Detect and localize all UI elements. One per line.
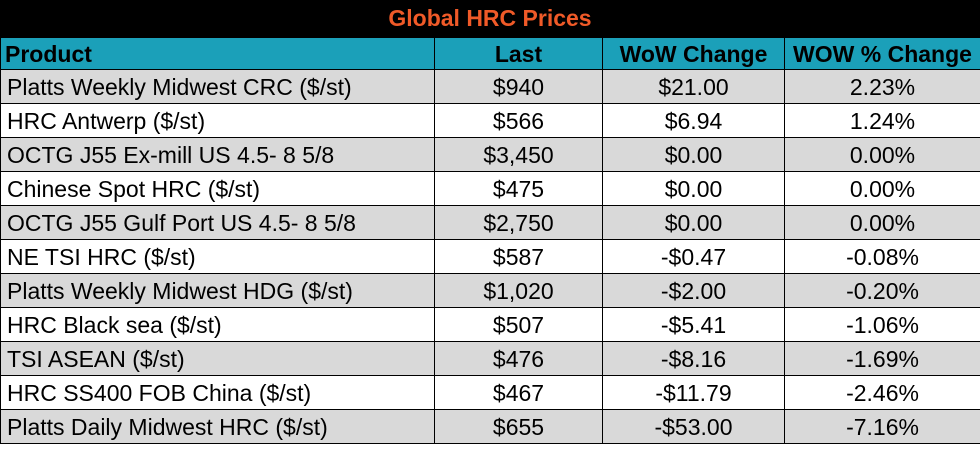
cell-wow-change: $0.00 [602,137,785,172]
table-row: HRC Black sea ($/st) $507 -$5.41 -1.06% [0,307,980,342]
cell-wow-pct-change: -0.08% [784,239,980,274]
cell-wow-change: $0.00 [602,205,785,240]
cell-product: OCTG J55 Ex-mill US 4.5- 8 5/8 [0,137,435,172]
cell-product: HRC Antwerp ($/st) [0,103,435,138]
cell-product: HRC Black sea ($/st) [0,307,435,342]
cell-wow-pct-change: 0.00% [784,171,980,206]
table-row: Chinese Spot HRC ($/st) $475 $0.00 0.00% [0,171,980,206]
cell-last: $566 [434,103,603,138]
cell-last: $1,020 [434,273,603,308]
cell-wow-change: $6.94 [602,103,785,138]
cell-wow-change: $0.00 [602,171,785,206]
cell-last: $587 [434,239,603,274]
cell-wow-change: -$8.16 [602,341,785,376]
cell-last: $475 [434,171,603,206]
table-row: Platts Weekly Midwest HDG ($/st) $1,020 -$… [0,273,980,308]
cell-wow-pct-change: -1.06% [784,307,980,342]
cell-product: Platts Daily Midwest HRC ($/st) [0,409,435,444]
cell-wow-pct-change: -1.69% [784,341,980,376]
cell-wow-change: $21.00 [602,69,785,104]
cell-last: $655 [434,409,603,444]
cell-wow-pct-change: 0.00% [784,137,980,172]
table-row: Platts Weekly Midwest CRC ($/st) $940 $21.… [0,69,980,104]
cell-wow-change: -$11.79 [602,375,785,410]
column-header-product: Product [0,37,435,70]
cell-last: $2,750 [434,205,603,240]
cell-product: HRC SS400 FOB China ($/st) [0,375,435,410]
table-row: HRC SS400 FOB China ($/st) $467 -$11.79 -2.… [0,375,980,410]
cell-product: NE TSI HRC ($/st) [0,239,435,274]
cell-product: Platts Weekly Midwest HDG ($/st) [0,273,435,308]
column-header-wow-change: WoW Change [602,37,785,70]
table-row: TSI ASEAN ($/st) $476 -$8.16 -1.69% [0,341,980,376]
cell-wow-change: -$2.00 [602,273,785,308]
cell-wow-change: -$53.00 [602,409,785,444]
table-row: OCTG J55 Gulf Port US 4.5- 8 5/8 $2,750 $0… [0,205,980,240]
cell-wow-change: -$5.41 [602,307,785,342]
cell-last: $940 [434,69,603,104]
table-header-row: Product Last WoW Change WOW % Change [0,37,980,70]
table-row: HRC Antwerp ($/st) $566 $6.94 1.24% [0,103,980,138]
table-title: Global HRC Prices [0,0,980,37]
cell-wow-pct-change: 2.23% [784,69,980,104]
cell-last: $507 [434,307,603,342]
cell-wow-pct-change: 1.24% [784,103,980,138]
cell-product: TSI ASEAN ($/st) [0,341,435,376]
cell-wow-pct-change: -2.46% [784,375,980,410]
cell-last: $476 [434,341,603,376]
price-table: Product Last WoW Change WOW % Change Pla… [0,37,980,444]
cell-product: Platts Weekly Midwest CRC ($/st) [0,69,435,104]
table-body: Platts Weekly Midwest CRC ($/st) $940 $21.… [0,69,980,444]
cell-product: OCTG J55 Gulf Port US 4.5- 8 5/8 [0,205,435,240]
cell-product: Chinese Spot HRC ($/st) [0,171,435,206]
cell-wow-change: -$0.47 [602,239,785,274]
column-header-last: Last [434,37,603,70]
cell-wow-pct-change: -7.16% [784,409,980,444]
cell-last: $3,450 [434,137,603,172]
cell-wow-pct-change: -0.20% [784,273,980,308]
table-row: OCTG J55 Ex-mill US 4.5- 8 5/8 $3,450 $0.0… [0,137,980,172]
cell-last: $467 [434,375,603,410]
table-row: Platts Daily Midwest HRC ($/st) $655 -$53.… [0,409,980,444]
column-header-wow-pct-change: WOW % Change [784,37,980,70]
cell-wow-pct-change: 0.00% [784,205,980,240]
table-row: NE TSI HRC ($/st) $587 -$0.47 -0.08% [0,239,980,274]
